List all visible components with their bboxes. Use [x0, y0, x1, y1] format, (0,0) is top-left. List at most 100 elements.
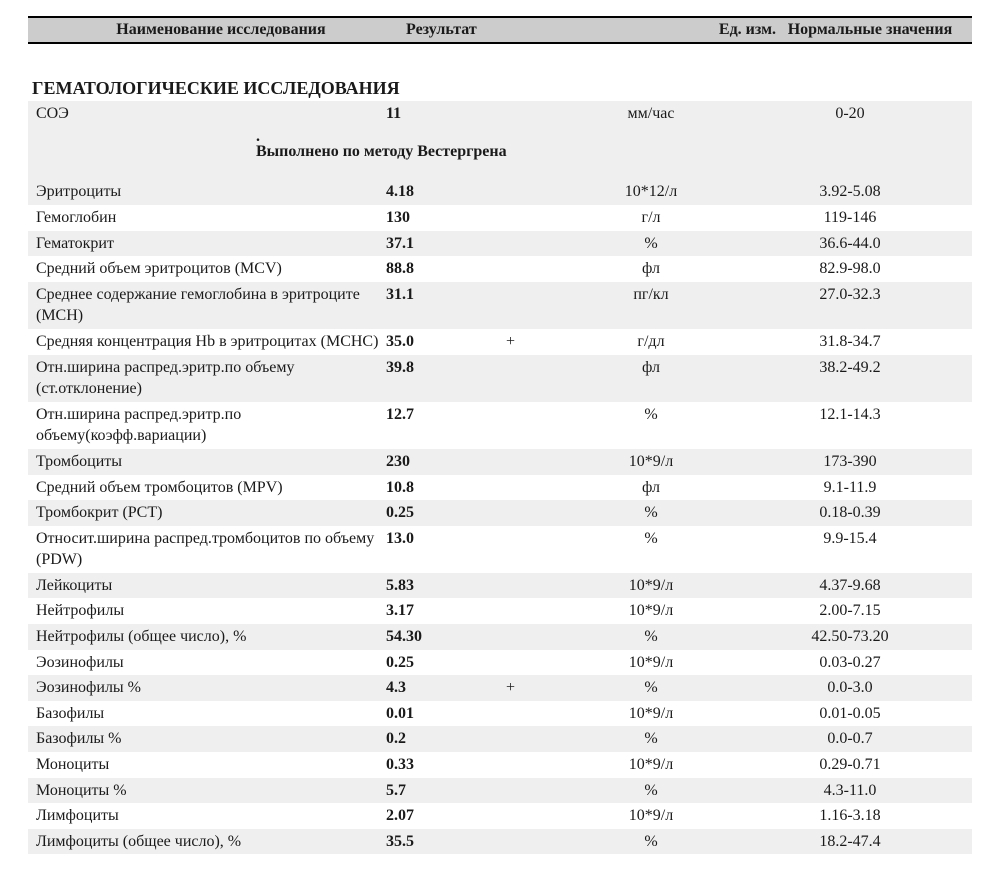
cell-ref: 4.37-9.68: [736, 575, 964, 597]
cell-ref: 27.0-32.3: [736, 284, 964, 327]
cell-flag: [506, 575, 566, 597]
cell-ref: 173-390: [736, 451, 964, 473]
cell-name: Базофилы %: [36, 728, 386, 750]
table-row: Эозинофилы %4.3+%0.0-3.0: [28, 675, 972, 701]
cell-name: Гематокрит: [36, 233, 386, 255]
cell-ref: 18.2-47.4: [736, 831, 964, 853]
cell-unit: %: [566, 502, 736, 524]
header-flag: [561, 21, 606, 39]
cell-result: 3.17: [386, 600, 506, 622]
cell-unit: фл: [566, 258, 736, 280]
table-row: Эозинофилы0.2510*9/л0.03-0.27: [28, 650, 972, 676]
cell-ref: 4.3-11.0: [736, 780, 964, 802]
cell-name: Тромбоциты: [36, 451, 386, 473]
table-row: Тромбоциты230 10*9/л173-390: [28, 449, 972, 475]
cell-name: Гемоглобин: [36, 207, 386, 229]
cell-result: 31.1: [386, 284, 506, 327]
table-row: Отн.ширина распред.эритр.по объему (ст.о…: [28, 355, 972, 402]
results-table: СОЭ11мм/час0-20.Выполнено по методу Вест…: [28, 101, 972, 854]
cell-ref: 0.18-0.39: [736, 502, 964, 524]
table-row: Базофилы %0.2%0.0-0.7: [28, 726, 972, 752]
cell-ref: 38.2-49.2: [736, 357, 964, 400]
cell-flag: [506, 780, 566, 802]
cell-ref: 0-20: [736, 103, 964, 125]
cell-flag: [506, 284, 566, 327]
cell-unit: 10*9/л: [566, 754, 736, 776]
cell-unit: мм/час: [566, 103, 736, 125]
cell-result: 0.01: [386, 703, 506, 725]
table-row: Моноциты0.3310*9/л0.29-0.71: [28, 752, 972, 778]
cell-name: Среднее содержание гемоглобина в эритроц…: [36, 284, 386, 327]
cell-result: 2.07: [386, 805, 506, 827]
cell-ref: 0.29-0.71: [736, 754, 964, 776]
cell-result: 13.0: [386, 528, 506, 571]
cell-name: Эритроциты: [36, 181, 386, 203]
cell-unit: г/дл: [566, 331, 736, 353]
table-row: Моноциты %5.7%4.3-11.0: [28, 778, 972, 804]
table-row: Средний объем тромбоцитов (MPV)10.8фл9.1…: [28, 475, 972, 501]
table-row: Базофилы0.0110*9/л0.01-0.05: [28, 701, 972, 727]
cell-flag: [506, 103, 566, 125]
cell-unit: 10*9/л: [566, 451, 736, 473]
cell-flag: [506, 502, 566, 524]
cell-flag: [506, 233, 566, 255]
cell-result: 4.3: [386, 677, 506, 699]
table-row: Лимфоциты2.0710*9/л1.16-3.18: [28, 803, 972, 829]
table-row: Гематокрит37.1%36.6-44.0: [28, 231, 972, 257]
cell-unit: фл: [566, 477, 736, 499]
cell-unit: %: [566, 528, 736, 571]
cell-ref: 1.16-3.18: [736, 805, 964, 827]
table-row: Средняя концентрация Hb в эритроцитах (M…: [28, 329, 972, 355]
cell-unit: %: [566, 404, 736, 447]
cell-ref: 2.00-7.15: [736, 600, 964, 622]
table-row: Нейтрофилы3.1710*9/л2.00-7.15: [28, 598, 972, 624]
cell-unit: %: [566, 626, 736, 648]
cell-flag: [506, 477, 566, 499]
cell-result: 130: [386, 207, 506, 229]
cell-flag: [506, 357, 566, 400]
cell-unit: %: [566, 780, 736, 802]
method-text: Выполнено по методу Вестергрена: [36, 143, 964, 161]
cell-unit: 10*9/л: [566, 575, 736, 597]
cell-flag: +: [506, 677, 566, 699]
cell-result: 12.7: [386, 404, 506, 447]
table-row: Среднее содержание гемоглобина в эритроц…: [28, 282, 972, 329]
header-result: Результат: [406, 21, 561, 39]
table-header: Наименование исследования Результат Ед. …: [28, 16, 972, 44]
cell-flag: [506, 528, 566, 571]
cell-name: Средний объем тромбоцитов (MPV): [36, 477, 386, 499]
table-row: Отн.ширина распред.эритр.по объему(коэфф…: [28, 402, 972, 449]
cell-result: 0.33: [386, 754, 506, 776]
cell-name: Нейтрофилы: [36, 600, 386, 622]
cell-result: 35.0: [386, 331, 506, 353]
cell-result: 4.18: [386, 181, 506, 203]
cell-unit: %: [566, 233, 736, 255]
cell-result: 5.7: [386, 780, 506, 802]
cell-flag: [506, 207, 566, 229]
table-row: Тромбокрит (PCT)0.25%0.18-0.39: [28, 500, 972, 526]
cell-name: Отн.ширина распред.эритр.по объему (ст.о…: [36, 357, 386, 400]
cell-flag: [506, 831, 566, 853]
cell-unit: %: [566, 677, 736, 699]
cell-name: Лейкоциты: [36, 575, 386, 597]
cell-result: 5.83: [386, 575, 506, 597]
cell-result: 39.8: [386, 357, 506, 400]
cell-flag: [506, 703, 566, 725]
cell-result: 54.30: [386, 626, 506, 648]
cell-result: 230: [386, 451, 506, 473]
cell-flag: [506, 626, 566, 648]
method-note: .Выполнено по методу Вестергрена: [28, 127, 972, 180]
table-row: Лимфоциты (общее число), %35.5%18.2-47.4: [28, 829, 972, 855]
cell-name: Нейтрофилы (общее число), %: [36, 626, 386, 648]
cell-result: 0.2: [386, 728, 506, 750]
cell-ref: 82.9-98.0: [736, 258, 964, 280]
cell-result: 88.8: [386, 258, 506, 280]
cell-result: 35.5: [386, 831, 506, 853]
cell-unit: пг/кл: [566, 284, 736, 327]
cell-name: Лимфоциты (общее число), %: [36, 831, 386, 853]
cell-ref: 9.1-11.9: [736, 477, 964, 499]
cell-result: 0.25: [386, 502, 506, 524]
cell-ref: 119-146: [736, 207, 964, 229]
cell-name: Средняя концентрация Hb в эритроцитах (M…: [36, 331, 386, 353]
cell-ref: 0.0-3.0: [736, 677, 964, 699]
